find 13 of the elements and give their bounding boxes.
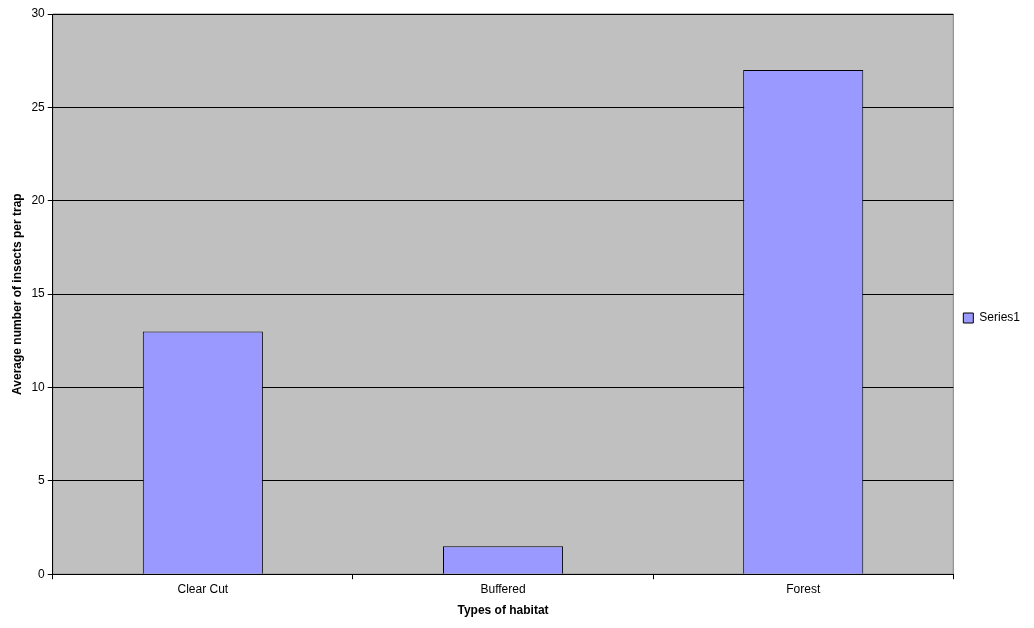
y-tick-label: 10 (31, 379, 46, 394)
y-tick-label: 20 (31, 193, 46, 208)
y-tick-label: 25 (31, 99, 46, 114)
legend-label: Series1 (979, 310, 1021, 325)
x-axis-title: Types of habitat (457, 603, 549, 618)
x-tick-label: Clear Cut (177, 581, 229, 596)
x-tick-label: Buffered (480, 581, 526, 596)
y-tick-label: 5 (38, 473, 46, 488)
y-tick-label: 0 (38, 566, 46, 581)
y-tick-label: 30 (31, 6, 46, 21)
x-tick-label: Forest (786, 581, 821, 596)
y-axis-title: Average number of insects per trap (9, 193, 24, 395)
y-tick-label: 15 (31, 286, 46, 301)
